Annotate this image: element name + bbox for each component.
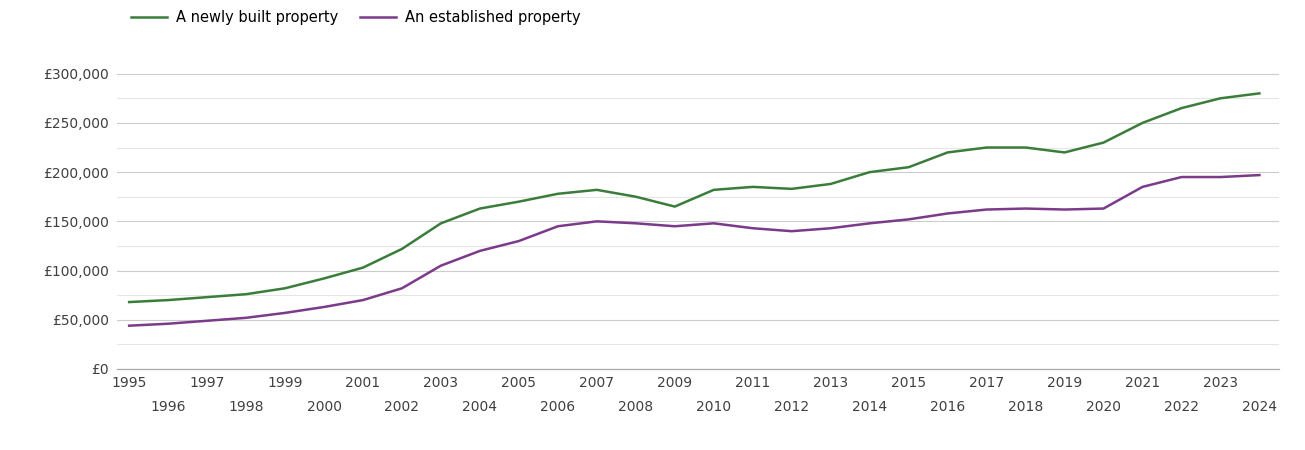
- An established property: [1018, 206, 1034, 211]
- A newly built property: [316, 276, 331, 281]
- An established property: [394, 286, 410, 291]
- An established property: [900, 216, 916, 222]
- A newly built property: [1018, 145, 1034, 150]
- Line: An established property: An established property: [129, 175, 1259, 326]
- A newly built property: [433, 220, 449, 226]
- A newly built property: [823, 181, 839, 187]
- A newly built property: [667, 204, 683, 209]
- A newly built property: [121, 299, 137, 305]
- An established property: [861, 220, 877, 226]
- An established property: [1173, 174, 1189, 180]
- An established property: [161, 321, 176, 326]
- A newly built property: [979, 145, 994, 150]
- An established property: [706, 220, 722, 226]
- Text: 2016: 2016: [930, 400, 966, 414]
- A newly built property: [1173, 105, 1189, 111]
- A newly built property: [861, 169, 877, 175]
- An established property: [979, 207, 994, 212]
- Text: 2012: 2012: [774, 400, 809, 414]
- A newly built property: [1057, 150, 1073, 155]
- A newly built property: [394, 246, 410, 252]
- An established property: [667, 224, 683, 229]
- A newly built property: [1096, 140, 1112, 145]
- Text: 2014: 2014: [852, 400, 887, 414]
- A newly built property: [161, 297, 176, 303]
- A newly built property: [200, 294, 215, 300]
- A newly built property: [472, 206, 488, 211]
- An established property: [628, 220, 643, 226]
- An established property: [745, 225, 761, 231]
- An established property: [433, 263, 449, 268]
- An established property: [200, 318, 215, 324]
- A newly built property: [1212, 95, 1228, 101]
- An established property: [239, 315, 254, 320]
- An established property: [355, 297, 371, 303]
- An established property: [940, 211, 955, 216]
- An established property: [472, 248, 488, 253]
- A newly built property: [900, 165, 916, 170]
- A newly built property: [277, 286, 292, 291]
- Legend: A newly built property, An established property: A newly built property, An established p…: [125, 4, 586, 31]
- An established property: [316, 304, 331, 310]
- An established property: [823, 225, 839, 231]
- Text: 2018: 2018: [1007, 400, 1043, 414]
- A newly built property: [1251, 91, 1267, 96]
- An established property: [277, 310, 292, 315]
- An established property: [1134, 184, 1150, 189]
- A newly built property: [512, 199, 527, 204]
- Text: 2006: 2006: [540, 400, 576, 414]
- A newly built property: [239, 292, 254, 297]
- Text: 2008: 2008: [619, 400, 654, 414]
- A newly built property: [589, 187, 604, 193]
- Text: 1998: 1998: [228, 400, 264, 414]
- A newly built property: [628, 194, 643, 199]
- An established property: [549, 224, 565, 229]
- An established property: [784, 229, 800, 234]
- A newly built property: [706, 187, 722, 193]
- A newly built property: [549, 191, 565, 197]
- An established property: [1251, 172, 1267, 178]
- Text: 2010: 2010: [696, 400, 731, 414]
- Line: A newly built property: A newly built property: [129, 94, 1259, 302]
- Text: 2022: 2022: [1164, 400, 1199, 414]
- An established property: [1212, 174, 1228, 180]
- Text: 1996: 1996: [150, 400, 185, 414]
- An established property: [1057, 207, 1073, 212]
- A newly built property: [784, 186, 800, 192]
- A newly built property: [940, 150, 955, 155]
- An established property: [121, 323, 137, 328]
- A newly built property: [1134, 120, 1150, 126]
- Text: 2002: 2002: [385, 400, 419, 414]
- Text: 2024: 2024: [1242, 400, 1276, 414]
- Text: 2000: 2000: [307, 400, 342, 414]
- An established property: [1096, 206, 1112, 211]
- Text: 2004: 2004: [462, 400, 497, 414]
- A newly built property: [355, 265, 371, 270]
- An established property: [512, 238, 527, 244]
- Text: 2020: 2020: [1086, 400, 1121, 414]
- An established property: [589, 219, 604, 224]
- A newly built property: [745, 184, 761, 189]
